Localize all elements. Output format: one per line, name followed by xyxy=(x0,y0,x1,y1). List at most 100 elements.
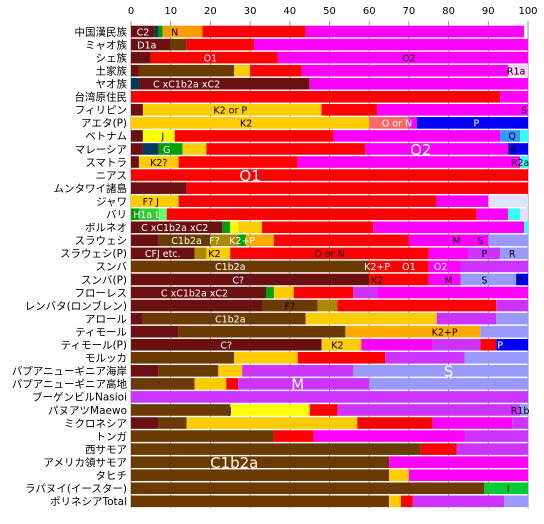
bar-row xyxy=(131,156,528,168)
bar-segment-c xyxy=(131,273,370,286)
bar-segment-d xyxy=(142,143,159,155)
bar-segment-s xyxy=(369,378,528,390)
row-label: フィリピン xyxy=(75,105,127,117)
bar-segment-q xyxy=(500,130,521,142)
row-label: レンバタ(ロンブレン) xyxy=(25,299,127,312)
bar-segment-o1 xyxy=(186,182,528,194)
bar-segment-o2 xyxy=(432,417,513,429)
bar-segment-s xyxy=(504,495,528,508)
row-label: 台湾原住民 xyxy=(75,91,128,104)
bar-segment-c1b2a xyxy=(131,469,390,482)
row-label: タヒチ xyxy=(96,470,128,482)
bar-segment-c xyxy=(131,234,159,247)
bar-segment-o1 xyxy=(178,156,298,168)
bar-row xyxy=(131,221,528,234)
bar-segment-s xyxy=(520,404,528,416)
bar-segment-c xyxy=(131,299,263,312)
bar-segment-s xyxy=(500,247,528,260)
bar-segment-m xyxy=(512,417,528,429)
bar-segment-f xyxy=(194,247,207,260)
bar-row xyxy=(131,325,528,338)
bar-segment-k2 xyxy=(194,378,227,390)
bar-segment-c1b2a xyxy=(170,38,187,51)
bar-segment-o1 xyxy=(400,495,413,508)
segment-label: N xyxy=(171,27,178,38)
bar-segment-c1b2a xyxy=(131,495,390,508)
row-label: ラパヌイ(イースター) xyxy=(25,483,127,495)
row-label: 土家族 xyxy=(96,64,128,77)
bar-segment-d xyxy=(131,77,139,90)
x-tick-label: 0 xyxy=(128,6,134,17)
bar-segment-c1b2a xyxy=(131,482,485,495)
bar-row xyxy=(131,130,528,142)
segment-label: K2 xyxy=(208,249,220,260)
segment-label: C2 xyxy=(137,27,150,38)
bar-row xyxy=(131,417,528,429)
bar-segment-j xyxy=(230,221,239,234)
bar-segment-o2 xyxy=(301,64,509,77)
bar-segment-p xyxy=(416,117,528,129)
bar-segment-o2 xyxy=(297,156,521,168)
segment-label: G xyxy=(163,145,170,156)
bar-row xyxy=(131,495,528,508)
bar-segment-f xyxy=(210,234,239,247)
bar-segment-m xyxy=(385,351,465,364)
bar-segment-o1 xyxy=(131,90,501,103)
segment-label: F? J xyxy=(143,197,159,208)
bar-segment-s xyxy=(353,365,528,377)
bar-segment-m xyxy=(468,247,501,260)
bar-segment-o1 xyxy=(420,443,457,455)
segment-label: O2 xyxy=(410,141,431,159)
segment-label: Q xyxy=(508,132,515,143)
bar-segment-r xyxy=(520,130,528,142)
row-label: モルッカ xyxy=(85,353,127,365)
segment-label: C? xyxy=(220,341,232,352)
bar-row xyxy=(131,260,528,273)
bar-row xyxy=(131,482,528,495)
bar-segment-c1b2a xyxy=(131,430,274,442)
segment-label: F? xyxy=(285,301,296,312)
bar-segment-s xyxy=(496,312,528,325)
bar-segment-c xyxy=(131,104,143,116)
row-label: マレーシア xyxy=(75,144,127,156)
bar-segment-o2 xyxy=(428,273,461,286)
bar-segment-o2 xyxy=(389,456,528,468)
row-label: アメリカ領サモア xyxy=(44,456,127,469)
bar-segment-o2 xyxy=(277,51,528,64)
bar-segment-o2 xyxy=(436,195,489,207)
segment-label: K2 xyxy=(331,341,343,352)
x-tick-label: 10 xyxy=(164,6,177,17)
row-label: スラウェシ(P) xyxy=(60,248,127,260)
bar-segment-c xyxy=(131,51,151,64)
bar-segment-c xyxy=(131,338,322,351)
segment-label: C xC1b2a xC2 xyxy=(153,80,220,91)
row-label: パヌアツMaewo xyxy=(48,405,127,417)
row-label: スンバ(P) xyxy=(81,274,127,286)
bar-segment-other xyxy=(520,208,528,221)
segment-label: J xyxy=(160,132,164,143)
bar-segment-k2 xyxy=(234,64,251,77)
bar-row xyxy=(131,404,528,416)
bar-row xyxy=(131,25,525,38)
bar-segment-c1b2a xyxy=(131,443,421,455)
bar-segment-o2 xyxy=(408,117,417,129)
bar-segment-o1 xyxy=(186,38,255,51)
segment-label: O1 xyxy=(402,262,416,273)
bar-row xyxy=(131,90,528,103)
bar-segment-o1 xyxy=(166,208,477,221)
row-label: パプアニューギニア高地 xyxy=(12,378,128,391)
x-tick-label: 70 xyxy=(403,6,416,17)
bar-segment-o2 xyxy=(373,221,525,234)
bar-segment-c xyxy=(131,156,139,168)
bar-segment-c xyxy=(131,64,139,77)
bar-segment-k2-p xyxy=(345,325,481,338)
bar-segment-o1 xyxy=(480,338,497,351)
bar-segment-o1 xyxy=(206,143,366,155)
row-label: ティモール(P) xyxy=(61,340,127,352)
bar-segment-k2 xyxy=(238,221,263,234)
row-label: ムンタワイ諸島 xyxy=(54,182,128,195)
segment-label: K2 or P xyxy=(213,106,247,117)
x-tick-label: 50 xyxy=(323,6,336,17)
bar-segment-c1b2a xyxy=(131,351,235,364)
bar-segment-c1b2a xyxy=(158,365,219,377)
